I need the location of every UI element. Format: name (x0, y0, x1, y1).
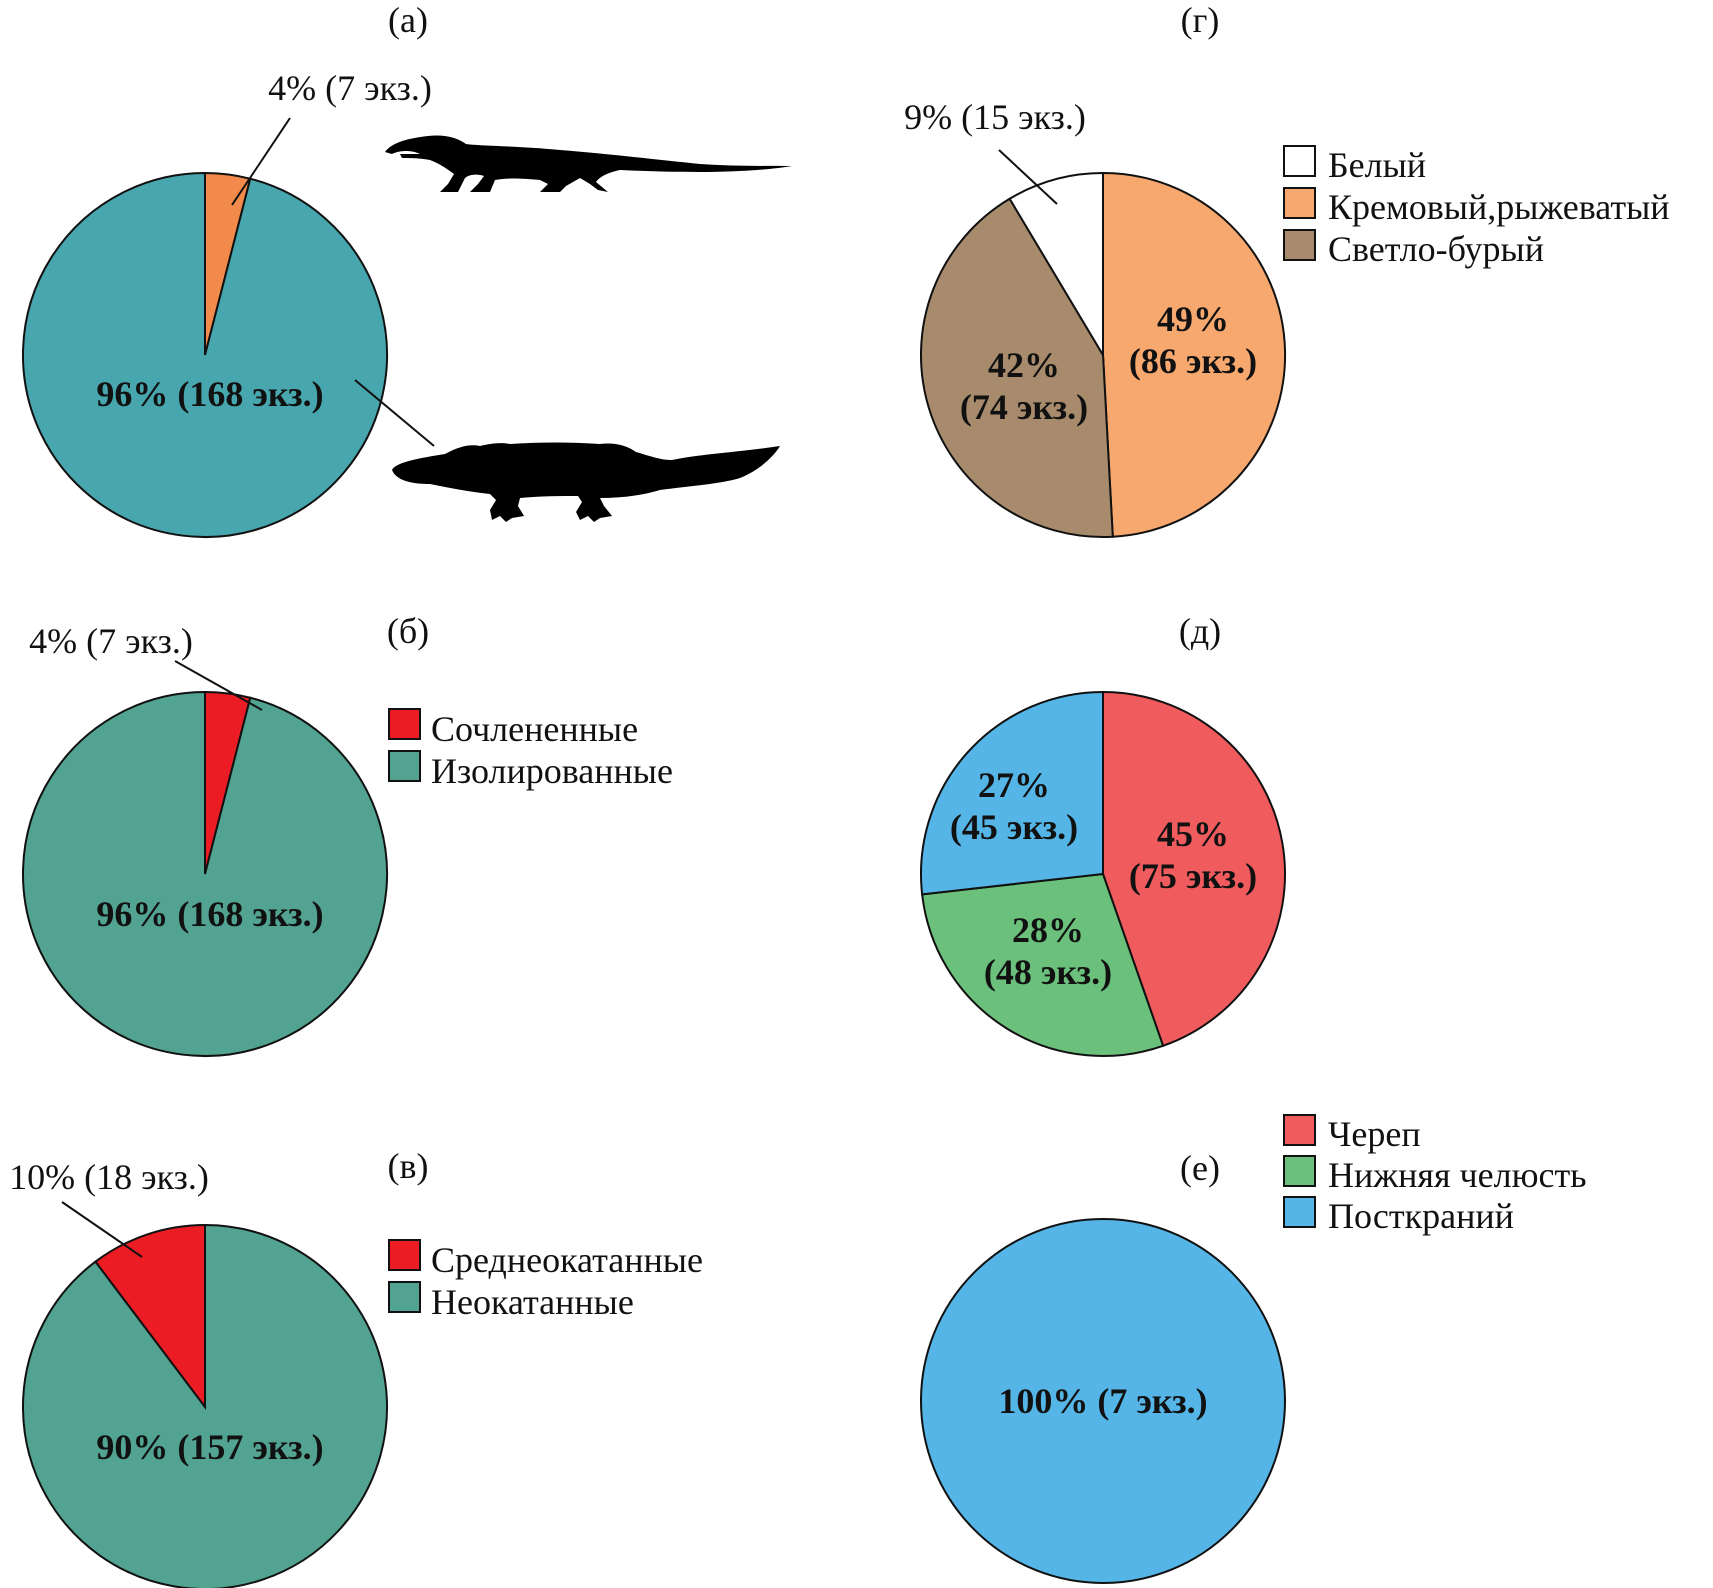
leader-line-b-small (174, 660, 263, 711)
legend-label-v-1: Неокатанные (431, 1282, 634, 1322)
data-label-g-cream-pct: 49% (1157, 299, 1229, 339)
pie-slice-2-0 (93, 1223, 206, 1410)
pie-slice-4-0 (1102, 690, 1286, 1048)
data-label-d-green-cnt: (48 экз.) (984, 952, 1112, 992)
legend-swatch-g-2 (1283, 229, 1316, 261)
legend-label-e-2: Посткраний (1328, 1196, 1514, 1236)
legend-swatch-b-0 (388, 708, 421, 740)
pie-chart-e (920, 1218, 1286, 1584)
legend-swatch-g-1 (1283, 187, 1316, 219)
data-label-g-cream-cnt: (86 экз.) (1129, 341, 1257, 381)
pie-slice-4-2 (920, 690, 1104, 896)
pie-slice-3-0 (1102, 171, 1287, 538)
pie-slice-3-1 (919, 197, 1114, 539)
legend-label-b-1: Изолированные (431, 751, 673, 791)
panel-title-v: (в) (388, 1146, 429, 1186)
pie-chart-v (22, 1223, 388, 1588)
panel-title-b: (б) (387, 611, 429, 651)
data-label-a-big: 96% (168 экз.) (96, 374, 323, 414)
legend-swatch-e-1 (1283, 1155, 1316, 1187)
legend-swatch-e-0 (1283, 1114, 1316, 1146)
leader-line-v-small (61, 1201, 143, 1258)
legend-swatch-v-1 (388, 1281, 421, 1313)
pie-slice-1-1 (22, 690, 388, 1057)
pie-chart-b (22, 690, 388, 1057)
legend-swatch-b-1 (388, 750, 421, 782)
legend-label-g-1: Кремовый,рыжеватый (1328, 187, 1670, 227)
leader-line-a-big (354, 379, 435, 447)
pie-chart-d (920, 690, 1286, 1057)
legend-label-g-0: Белый (1328, 145, 1426, 185)
leader-line-a-small (231, 117, 291, 206)
data-label-v-small: 10% (18 экз.) (9, 1157, 209, 1197)
legend-label-b-0: Сочлененные (431, 709, 638, 749)
pie-slice-5-0 (920, 1218, 1286, 1584)
panel-title-e: (е) (1180, 1148, 1220, 1188)
lizard-silhouette-icon (385, 135, 792, 192)
pie-slice-3-2 (1008, 171, 1104, 359)
data-label-d-green-pct: 28% (1012, 910, 1084, 950)
pie-slice-2-1 (22, 1223, 388, 1588)
data-label-g-brown-pct: 42% (988, 345, 1060, 385)
data-label-g-brown-cnt: (74 экз.) (960, 387, 1088, 427)
panel-title-d: (д) (1179, 611, 1221, 651)
data-label-g-white: 9% (15 экз.) (904, 97, 1086, 137)
data-label-d-blue-cnt: (45 экз.) (950, 807, 1078, 847)
leader-line-g-white (998, 149, 1058, 205)
pie-chart-a (22, 171, 388, 538)
data-label-d-red-cnt: (75 экз.) (1129, 856, 1257, 896)
panel-title-a: (а) (388, 0, 428, 40)
panel-title-g: (г) (1181, 0, 1220, 40)
data-label-a-small: 4% (7 экз.) (268, 68, 432, 108)
legend-label-e-0: Череп (1328, 1114, 1421, 1154)
pie-slice-4-1 (921, 872, 1165, 1057)
legend-swatch-g-0 (1283, 145, 1316, 177)
legend-swatch-v-0 (388, 1239, 421, 1271)
data-label-b-small: 4% (7 экз.) (29, 621, 193, 661)
data-label-v-big: 90% (157 экз.) (96, 1427, 323, 1467)
legend-label-e-1: Нижняя челюсть (1328, 1155, 1587, 1195)
data-label-e-full: 100% (7 экз.) (998, 1381, 1207, 1421)
legend-label-v-0: Среднеокатанные (431, 1240, 703, 1280)
pie-slice-0-1 (22, 171, 388, 538)
legend-swatch-e-2 (1283, 1196, 1316, 1228)
data-label-b-big: 96% (168 экз.) (96, 894, 323, 934)
data-label-d-red-pct: 45% (1157, 814, 1229, 854)
amphibian-silhouette-icon (392, 442, 780, 522)
legend-label-g-2: Светло-бурый (1328, 229, 1544, 269)
data-label-d-blue-pct: 27% (978, 765, 1050, 805)
pie-chart-g (919, 171, 1287, 539)
